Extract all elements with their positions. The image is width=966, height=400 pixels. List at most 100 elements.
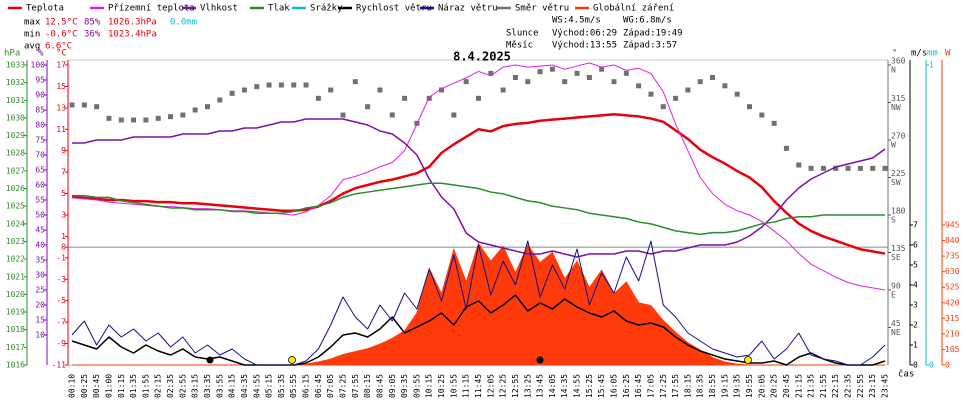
x-tick-label: 16:05 <box>610 374 619 398</box>
y-tick-label: 30 <box>35 271 45 280</box>
series-point <box>143 117 149 123</box>
series-point <box>882 165 888 171</box>
x-tick-label: 07:55 <box>351 374 360 398</box>
series-line <box>71 240 886 366</box>
series-point <box>205 104 210 110</box>
y-tick-name: E <box>891 291 896 300</box>
y-tick-label: 55 <box>35 196 45 205</box>
series-point <box>636 83 642 89</box>
series-point <box>500 87 506 93</box>
x-tick-label: 09:35 <box>400 374 409 398</box>
y-tick-label: 1028 <box>6 149 25 158</box>
x-tick-label: 03:15 <box>191 374 200 398</box>
series-point <box>241 87 247 93</box>
x-tick-label: 19:55 <box>745 374 754 398</box>
x-tick-label: 12:25 <box>499 374 508 398</box>
x-tick-label: 18:35 <box>696 374 705 398</box>
x-tick-label: 17:55 <box>671 374 680 398</box>
series-point <box>833 165 839 171</box>
x-tick-label: 03:35 <box>203 374 212 398</box>
axis-unit: % <box>38 49 44 59</box>
axis-unit: hPa <box>4 49 20 59</box>
stat-label: max <box>24 18 41 28</box>
series-point <box>168 114 174 120</box>
y-tick-label: 7 <box>913 221 918 230</box>
x-tick-label: 17:25 <box>659 374 668 398</box>
series-line <box>72 182 885 236</box>
x-tick-label: 23:15 <box>868 374 877 398</box>
y-tick-label: 1016 <box>6 361 25 370</box>
y-tick-label: -1 <box>56 253 66 262</box>
series-point <box>180 112 186 118</box>
x-tick-label: 15:45 <box>597 374 606 398</box>
x-tick-label: 12:05 <box>486 374 495 398</box>
y-tick-label: 1017 <box>6 343 25 352</box>
stat-pressure: 1026.3hPa <box>108 18 157 28</box>
x-tick-label: 01:00 <box>104 374 113 398</box>
y-tick-label: -9 <box>56 339 66 348</box>
legend-label: Vlhkost <box>200 4 238 14</box>
y-tick-label: 3 <box>913 301 918 310</box>
y-tick-label: 270 <box>891 132 906 141</box>
x-tick-label: 07:25 <box>339 374 348 398</box>
x-tick-label: 21:15 <box>794 374 803 398</box>
series-point <box>303 82 309 88</box>
series-point <box>402 95 408 101</box>
y-tick-label: 135 <box>891 244 906 253</box>
y-tick-label: 45 <box>891 319 901 328</box>
series-point <box>734 91 740 97</box>
legend-label: Teplota <box>26 4 64 14</box>
series-point <box>685 87 691 93</box>
y-tick-label: 65 <box>35 166 45 175</box>
x-tick-label: 02:55 <box>178 374 187 398</box>
series-point <box>377 87 383 93</box>
y-tick-label: 1019 <box>6 308 25 317</box>
x-tick-label: 18:15 <box>683 374 692 398</box>
sunset-marker <box>744 356 752 364</box>
y-tick-label: 0 <box>945 361 950 370</box>
series-point <box>586 75 592 80</box>
info-sun: Slunce <box>506 29 539 39</box>
x-tick-label: 15:25 <box>585 374 594 398</box>
series-point <box>870 165 876 171</box>
y-tick-label: 90 <box>35 91 45 100</box>
y-tick-label: 1033 <box>6 61 25 70</box>
series-point <box>574 70 580 76</box>
x-tick-label: 20:45 <box>782 374 791 398</box>
x-tick-label: 18:55 <box>708 374 717 398</box>
series-point <box>549 66 555 72</box>
series-point <box>722 83 728 89</box>
series-point <box>340 112 346 118</box>
y-tick-label: 1030 <box>6 113 25 122</box>
series-point <box>747 104 752 110</box>
x-tick-label: 20:25 <box>770 374 779 398</box>
y-tick-label: 10 <box>35 331 45 340</box>
info-moon: Měsíc <box>506 41 533 51</box>
legend-label: Přízemní teplota <box>108 4 195 14</box>
series-point <box>439 87 445 93</box>
x-tick-label: 16:45 <box>634 374 643 398</box>
x-tick-label: 03:55 <box>215 374 224 398</box>
x-tick-label: 02:35 <box>166 374 175 398</box>
series-point <box>857 165 863 171</box>
moonrise-marker <box>536 356 544 364</box>
axis-unit: °C <box>56 49 67 59</box>
y-tick-name: W <box>891 141 896 150</box>
info-wg: WG:6.8m/s <box>623 16 672 26</box>
x-tick-label: 22:55 <box>856 374 865 398</box>
x-tick-label: 05:55 <box>289 374 298 398</box>
sunrise-marker <box>288 356 296 364</box>
x-tick-label: 17:05 <box>646 374 655 398</box>
axis-unit: m/s <box>911 49 927 59</box>
y-tick-label: 525 <box>945 283 960 292</box>
stat-humidity: 85% <box>84 18 101 28</box>
stat-temp: 12.5°C <box>45 18 78 28</box>
series-point <box>512 75 518 80</box>
stat-rain: 0.0mm <box>170 18 197 28</box>
y-tick-label: 1024 <box>6 219 25 228</box>
series-point <box>106 115 112 121</box>
x-tick-label: 06:45 <box>314 374 323 398</box>
y-tick-label: 315 <box>945 314 960 323</box>
x-tick-label: 20:05 <box>757 374 766 398</box>
